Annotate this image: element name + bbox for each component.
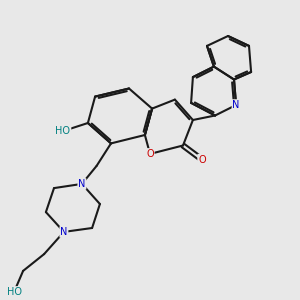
Text: HO: HO bbox=[7, 287, 22, 297]
Text: O: O bbox=[146, 149, 154, 159]
Text: N: N bbox=[232, 100, 240, 110]
Text: HO: HO bbox=[56, 126, 70, 136]
Text: N: N bbox=[78, 179, 85, 189]
Text: O: O bbox=[198, 154, 206, 165]
Text: N: N bbox=[60, 227, 68, 237]
